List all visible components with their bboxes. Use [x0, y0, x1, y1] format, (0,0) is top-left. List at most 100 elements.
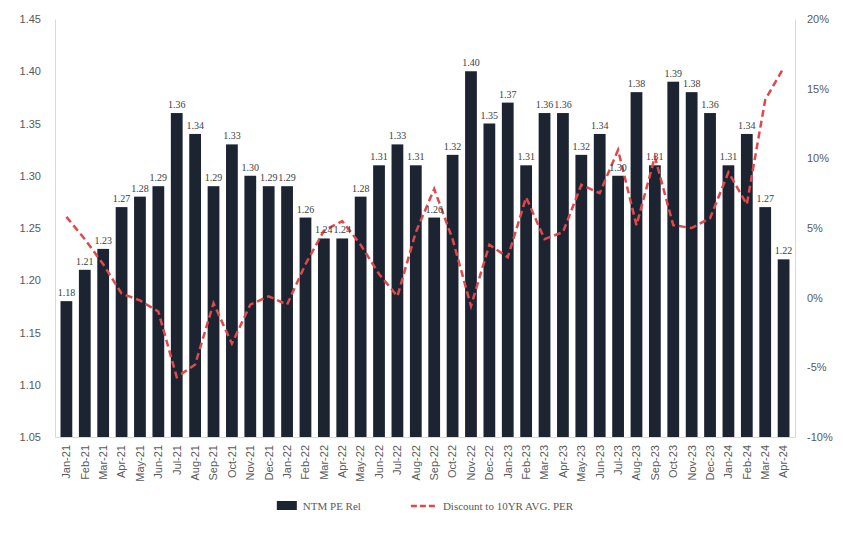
bar [300, 218, 312, 437]
bar [612, 176, 624, 437]
y-tick-label: 1.05 [20, 431, 41, 443]
bar [667, 82, 679, 437]
x-tick: May-21 [134, 437, 146, 482]
data-label: 1.31 [646, 151, 664, 162]
x-tick: Mar-21 [97, 437, 109, 480]
y-axis-line [55, 20, 56, 438]
y2-tick-label: -10% [807, 431, 833, 443]
legend-swatch [277, 501, 297, 510]
y-tick-label: 1.10 [20, 379, 41, 391]
y-tick-label: 1.20 [20, 274, 41, 286]
y2-tick: 10% [795, 152, 829, 164]
data-label: 1.26 [425, 204, 443, 215]
bar [502, 103, 514, 437]
x-tick-label: Feb-24 [741, 445, 753, 480]
x-tick-label: Aug-21 [189, 445, 201, 480]
y2-tick-label: 5% [807, 222, 823, 234]
bar [61, 301, 73, 437]
bar [723, 165, 735, 437]
data-label: 1.24 [333, 224, 351, 235]
bar [79, 270, 91, 437]
x-tick-label: Oct-23 [667, 445, 679, 478]
bar [410, 165, 422, 437]
x-tick-label: Feb-23 [520, 445, 532, 480]
x-tick-label: Oct-21 [226, 445, 238, 478]
x-tick-label: Apr-21 [115, 445, 127, 478]
bar [778, 259, 790, 437]
bar [373, 165, 385, 437]
x-tick: Oct-22 [446, 437, 458, 478]
x-tick-label: Apr-24 [777, 445, 789, 478]
legend-item: Discount to 10YR AVG. PER [411, 500, 574, 512]
data-label: 1.34 [591, 120, 609, 131]
x-tick: Nov-21 [244, 437, 256, 480]
data-label: 1.35 [481, 110, 499, 121]
y-tick: 1.25 [20, 222, 55, 234]
bar [226, 144, 238, 437]
bar [318, 238, 330, 437]
y2-tick-label: -5% [807, 361, 827, 373]
data-label: 1.23 [94, 235, 112, 246]
x-tick: Dec-22 [483, 437, 495, 480]
data-label: 1.32 [444, 141, 462, 152]
data-label: 1.33 [223, 130, 241, 141]
x-tick-label: Nov-21 [244, 445, 256, 480]
x-tick: Apr-23 [557, 437, 569, 478]
data-label: 1.29 [205, 172, 223, 183]
x-tick-label: Feb-21 [79, 445, 91, 480]
bar [686, 92, 698, 437]
x-tick: Sep-23 [649, 437, 661, 480]
y-tick-label: 1.35 [20, 118, 41, 130]
bar [759, 207, 771, 437]
bar [171, 113, 183, 437]
x-tick: Sep-21 [207, 437, 219, 480]
x-tick-label: May-22 [354, 445, 366, 482]
data-label: 1.26 [297, 204, 315, 215]
x-axis: Jan-21Feb-21Mar-21Apr-21May-21Jun-21Jul-… [56, 437, 796, 482]
bar [263, 186, 275, 437]
y-tick: 1.05 [20, 431, 55, 443]
bar [539, 113, 551, 437]
x-tick: Oct-21 [226, 437, 238, 478]
data-label: 1.32 [573, 141, 591, 152]
data-label: 1.24 [315, 224, 333, 235]
x-tick: Nov-23 [686, 437, 698, 480]
x-axis-line [56, 437, 796, 438]
y-tick-label: 1.25 [20, 222, 41, 234]
data-label: 1.29 [278, 172, 296, 183]
data-label: 1.36 [554, 99, 572, 110]
bar [355, 197, 367, 437]
x-tick: Jun-22 [373, 437, 385, 479]
y2-tick-label: 20% [807, 13, 829, 25]
legend-swatch [411, 505, 437, 508]
y2-tick: 20% [795, 13, 829, 25]
bar [557, 113, 569, 437]
y2-tick: 15% [795, 83, 829, 95]
x-tick: Mar-24 [759, 437, 771, 480]
bar [336, 238, 348, 437]
x-tick: May-22 [354, 437, 366, 482]
data-label: 1.33 [389, 130, 407, 141]
x-tick-label: Jan-21 [60, 445, 72, 479]
x-tick-label: Jan-23 [502, 445, 514, 479]
data-label: 1.36 [168, 99, 186, 110]
x-tick-label: Mar-24 [759, 445, 771, 480]
line [66, 68, 783, 377]
x-tick-label: May-21 [134, 445, 146, 482]
bar [649, 165, 661, 437]
data-label: 1.38 [683, 78, 701, 89]
y-tick: 1.35 [20, 118, 55, 130]
x-tick-label: Aug-23 [630, 445, 642, 480]
data-label: 1.36 [536, 99, 554, 110]
data-label: 1.36 [701, 99, 719, 110]
x-tick-label: Jan-22 [281, 445, 293, 479]
x-tick-label: Jul-22 [391, 445, 403, 475]
y-tick: 1.15 [20, 327, 55, 339]
x-tick-label: Apr-22 [336, 445, 348, 478]
x-tick: Feb-22 [299, 437, 311, 480]
plot: 1.051.101.151.201.251.301.351.401.45-10%… [20, 13, 833, 482]
x-tick: Feb-21 [79, 437, 91, 480]
x-tick: Oct-23 [667, 437, 679, 478]
bar [97, 249, 109, 437]
x-tick: Jan-21 [60, 437, 72, 479]
